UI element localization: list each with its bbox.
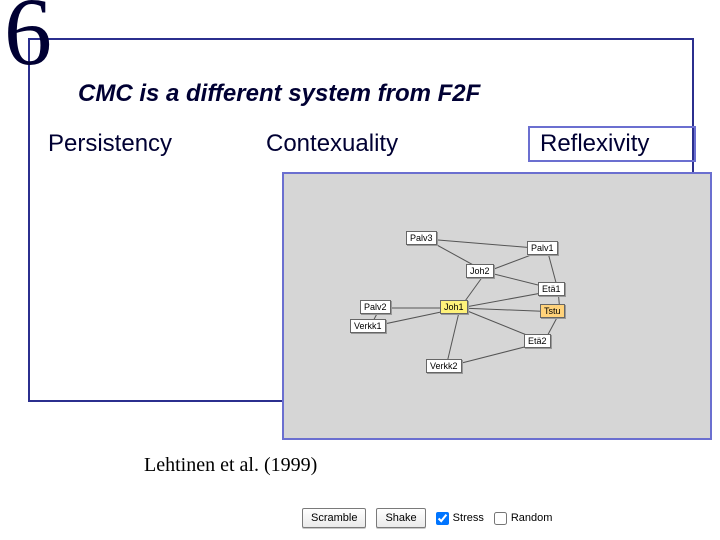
random-checkbox-input[interactable] [494,512,507,525]
diagram-node-joh2: Joh2 [466,264,494,278]
diagram-node-etä2: Etä2 [524,334,551,348]
diagram-node-palv2: Palv2 [360,300,391,314]
diagram-node-verkk2: Verkk2 [426,359,462,373]
slide-number: 6 [4,0,52,87]
diagram-node-verkk1: Verkk1 [350,319,386,333]
diagram-node-tstu: Tstu [540,304,565,318]
scramble-button[interactable]: Scramble [302,508,366,528]
random-checkbox-label: Random [511,512,553,524]
shake-button[interactable]: Shake [376,508,425,528]
diagram-edges [284,174,714,442]
stress-checkbox-input[interactable] [436,512,449,525]
concept-reflexivity: Reflexivity [540,130,649,158]
stress-checkbox[interactable]: Stress [436,512,484,525]
diagram-node-palv1: Palv1 [527,241,558,255]
concept-contexuality: Contexuality [266,130,398,158]
diagram-node-joh1: Joh1 [440,300,468,314]
citation: Lehtinen et al. (1999) [144,454,317,477]
stress-checkbox-label: Stress [453,512,484,524]
diagram-panel: Palv3 Palv1 Joh2 Etä1 Palv2 Joh1 Tstu Verkk1 Etä… [282,172,712,440]
control-bar: Scramble Shake Stress Random [302,508,552,528]
diagram-node-palv3: Palv3 [406,231,437,245]
slide-title: CMC is a different system from F2F [78,80,480,108]
concept-persistency: Persistency [48,130,172,158]
diagram-node-etä1: Etä1 [538,282,565,296]
random-checkbox[interactable]: Random [494,512,553,525]
